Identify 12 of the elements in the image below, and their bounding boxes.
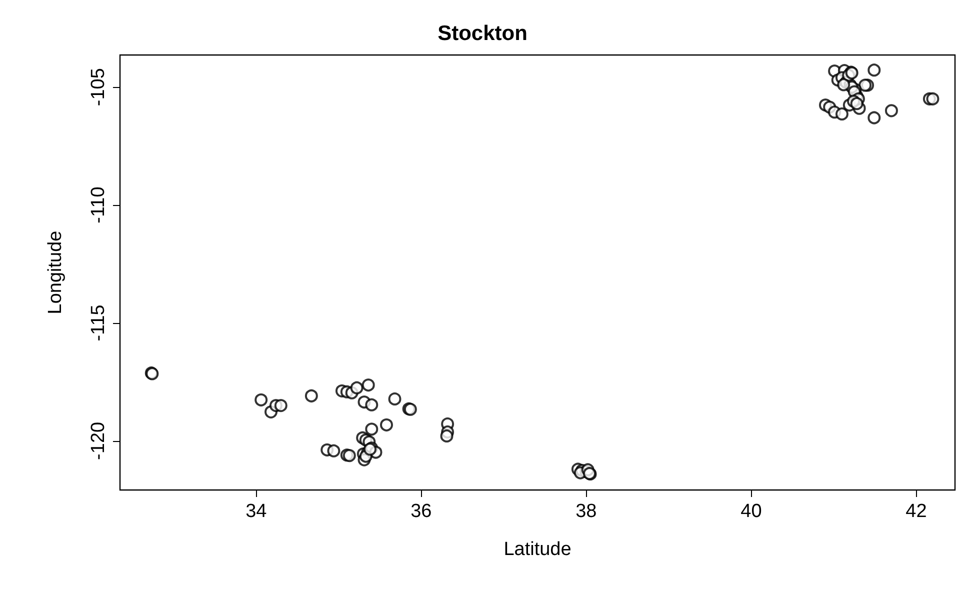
y-tick-label: -120 <box>88 422 109 460</box>
x-tick-label: 34 <box>246 501 268 522</box>
x-tick-label: 36 <box>410 501 432 522</box>
x-tick-label: 40 <box>740 501 762 522</box>
x-tick-label: 38 <box>576 501 597 522</box>
y-axis-title: Longitude <box>45 230 66 314</box>
y-tick-label: -115 <box>88 304 109 342</box>
x-axis-title: Latitude <box>504 539 572 560</box>
x-tick-label: 42 <box>906 501 927 522</box>
y-tick-label: -110 <box>88 186 109 224</box>
chart-title: Stockton <box>438 22 528 45</box>
y-tick-label: -105 <box>88 68 109 106</box>
